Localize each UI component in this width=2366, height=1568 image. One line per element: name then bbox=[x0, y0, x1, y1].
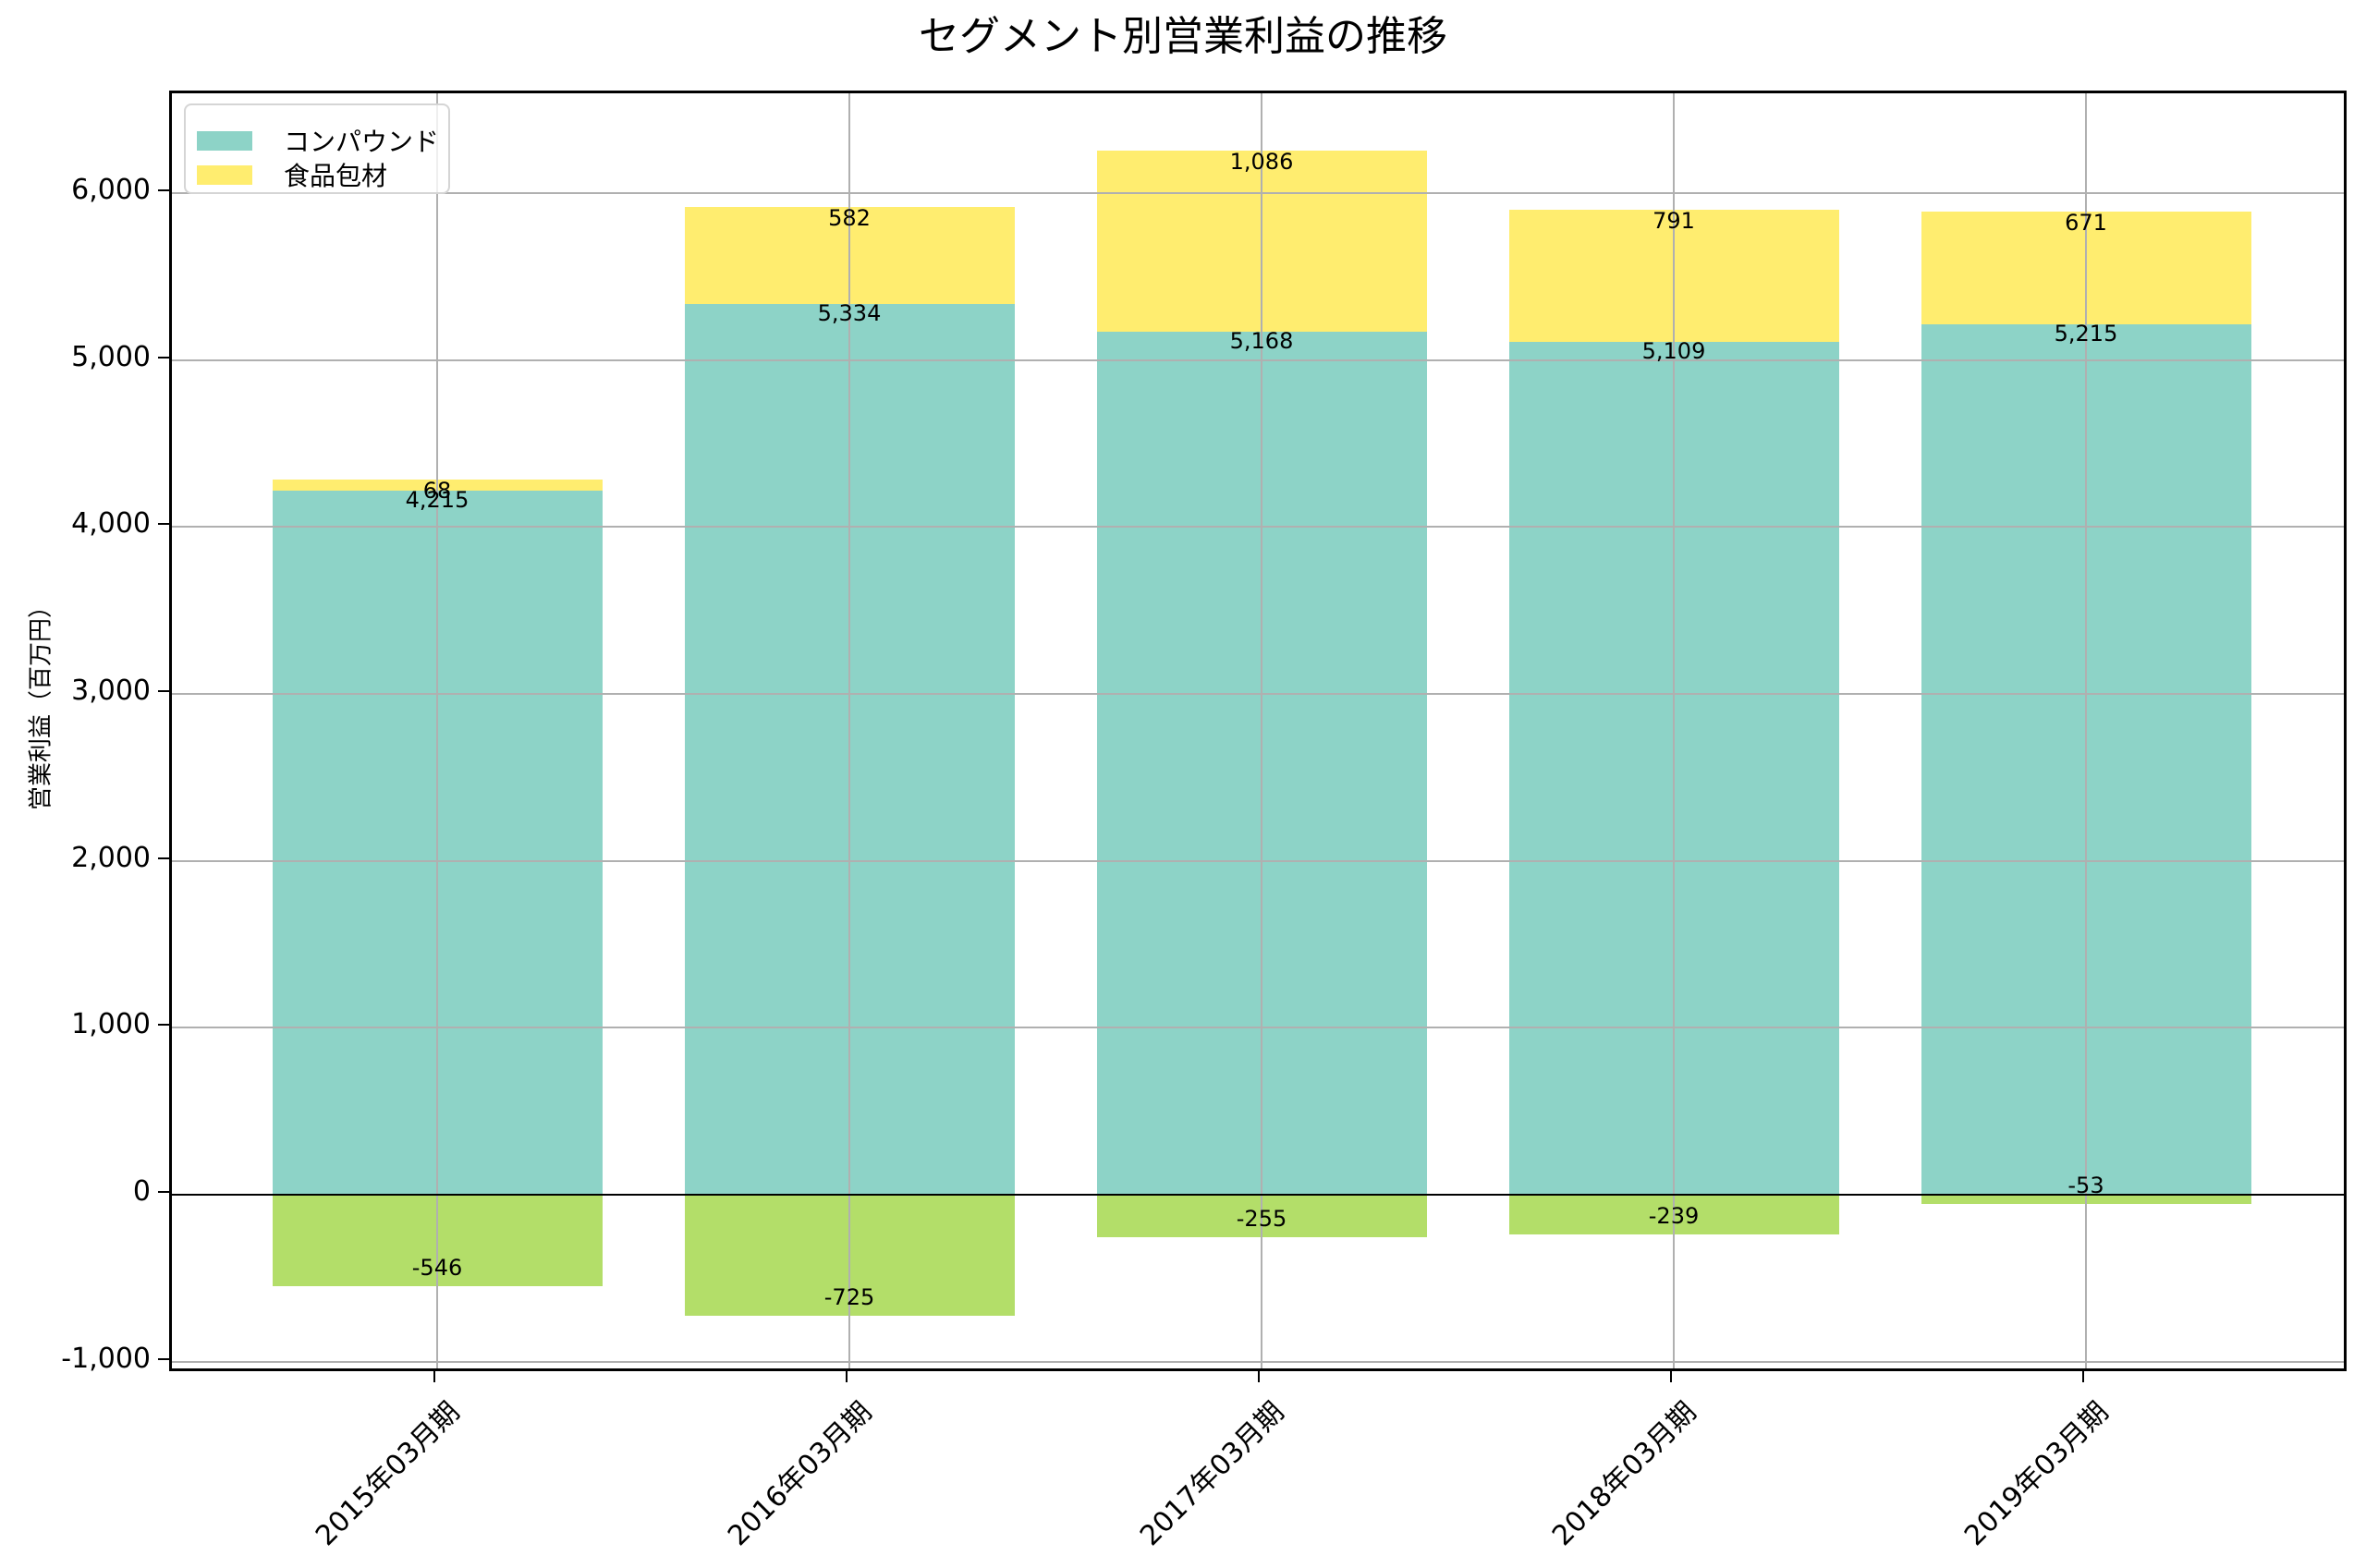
chart-title: セグメント別営業利益の推移 bbox=[919, 13, 1447, 60]
legend-swatch-compound bbox=[197, 131, 252, 151]
y-tick bbox=[158, 857, 169, 859]
value-label-food-packaging: 671 bbox=[2065, 210, 2107, 237]
v-gridline bbox=[436, 93, 438, 1368]
y-tick-label: 5,000 bbox=[71, 340, 151, 373]
x-tick-label: 2016年03月期 bbox=[722, 1395, 879, 1553]
value-label-compound: 5,215 bbox=[2054, 320, 2118, 346]
h-gridline bbox=[172, 859, 2344, 862]
value-label-other: -546 bbox=[411, 1254, 463, 1281]
x-tick bbox=[2082, 1371, 2084, 1382]
value-label-food-packaging: 791 bbox=[1653, 207, 1695, 234]
value-label-other: -255 bbox=[1236, 1206, 1287, 1233]
h-gridline bbox=[172, 526, 2344, 529]
value-label-food-packaging: 68 bbox=[422, 478, 452, 504]
legend-label-compound: コンパウンド bbox=[284, 127, 440, 157]
y-tick-label: 6,000 bbox=[71, 173, 151, 206]
y-tick-label: 4,000 bbox=[71, 507, 151, 541]
y-tick-label: 0 bbox=[132, 1175, 151, 1208]
h-gridline bbox=[172, 359, 2344, 361]
y-tick-label: 3,000 bbox=[71, 674, 151, 707]
y-tick-label: -1,000 bbox=[61, 1342, 151, 1375]
v-gridline bbox=[2085, 93, 2087, 1368]
x-tick bbox=[1258, 1371, 1260, 1382]
x-tick-label: 2017年03月期 bbox=[1134, 1395, 1291, 1553]
x-tick-label: 2019年03月期 bbox=[1958, 1395, 2116, 1553]
v-gridline bbox=[1673, 93, 1675, 1368]
v-gridline bbox=[1261, 93, 1262, 1368]
value-label-compound: 5,334 bbox=[817, 300, 882, 327]
legend: コンパウンド 食品包材 bbox=[184, 103, 450, 194]
h-gridline bbox=[172, 1360, 2344, 1363]
value-label-compound: 5,168 bbox=[1229, 328, 1294, 355]
y-axis-title: 営業利益（百万円） bbox=[27, 593, 55, 811]
h-gridline bbox=[172, 692, 2344, 695]
x-tick-label: 2015年03月期 bbox=[310, 1395, 467, 1553]
y-tick bbox=[158, 1357, 169, 1360]
x-tick bbox=[433, 1371, 435, 1382]
y-axis: 営業利益（百万円） -1,000 0 1,000 2,000 3,000 4,000 5,0… bbox=[0, 0, 169, 1568]
h-gridline bbox=[172, 191, 2344, 194]
value-label-compound: 4,215 bbox=[405, 487, 470, 514]
zero-line bbox=[172, 1194, 2344, 1196]
value-label-other: -53 bbox=[2067, 1172, 2104, 1198]
y-tick bbox=[158, 1024, 169, 1027]
value-label-other: -725 bbox=[823, 1284, 875, 1310]
value-label-compound: 5,109 bbox=[1641, 337, 1706, 364]
legend-label-food-packaging: 食品包材 bbox=[284, 161, 388, 191]
x-tick bbox=[846, 1371, 848, 1382]
y-tick bbox=[158, 1191, 169, 1193]
y-tick bbox=[158, 188, 169, 191]
x-tick-label: 2018年03月期 bbox=[1546, 1395, 1703, 1553]
y-tick-label: 1,000 bbox=[71, 1008, 151, 1041]
v-gridline bbox=[848, 93, 850, 1368]
value-label-food-packaging: 1,086 bbox=[1229, 148, 1294, 175]
legend-swatch-food-packaging bbox=[197, 165, 252, 185]
y-tick bbox=[158, 689, 169, 692]
x-tick bbox=[1670, 1371, 1672, 1382]
value-label-food-packaging: 582 bbox=[828, 204, 871, 231]
y-tick bbox=[158, 356, 169, 359]
y-tick-label: 2,000 bbox=[71, 841, 151, 874]
plot-area: 4,215 68 -546 5,334 582 -725 5,168 1,086 -255 5,1… bbox=[169, 91, 2347, 1371]
h-gridline bbox=[172, 1027, 2344, 1029]
value-label-other: -239 bbox=[1648, 1203, 1700, 1230]
y-tick bbox=[158, 523, 169, 526]
